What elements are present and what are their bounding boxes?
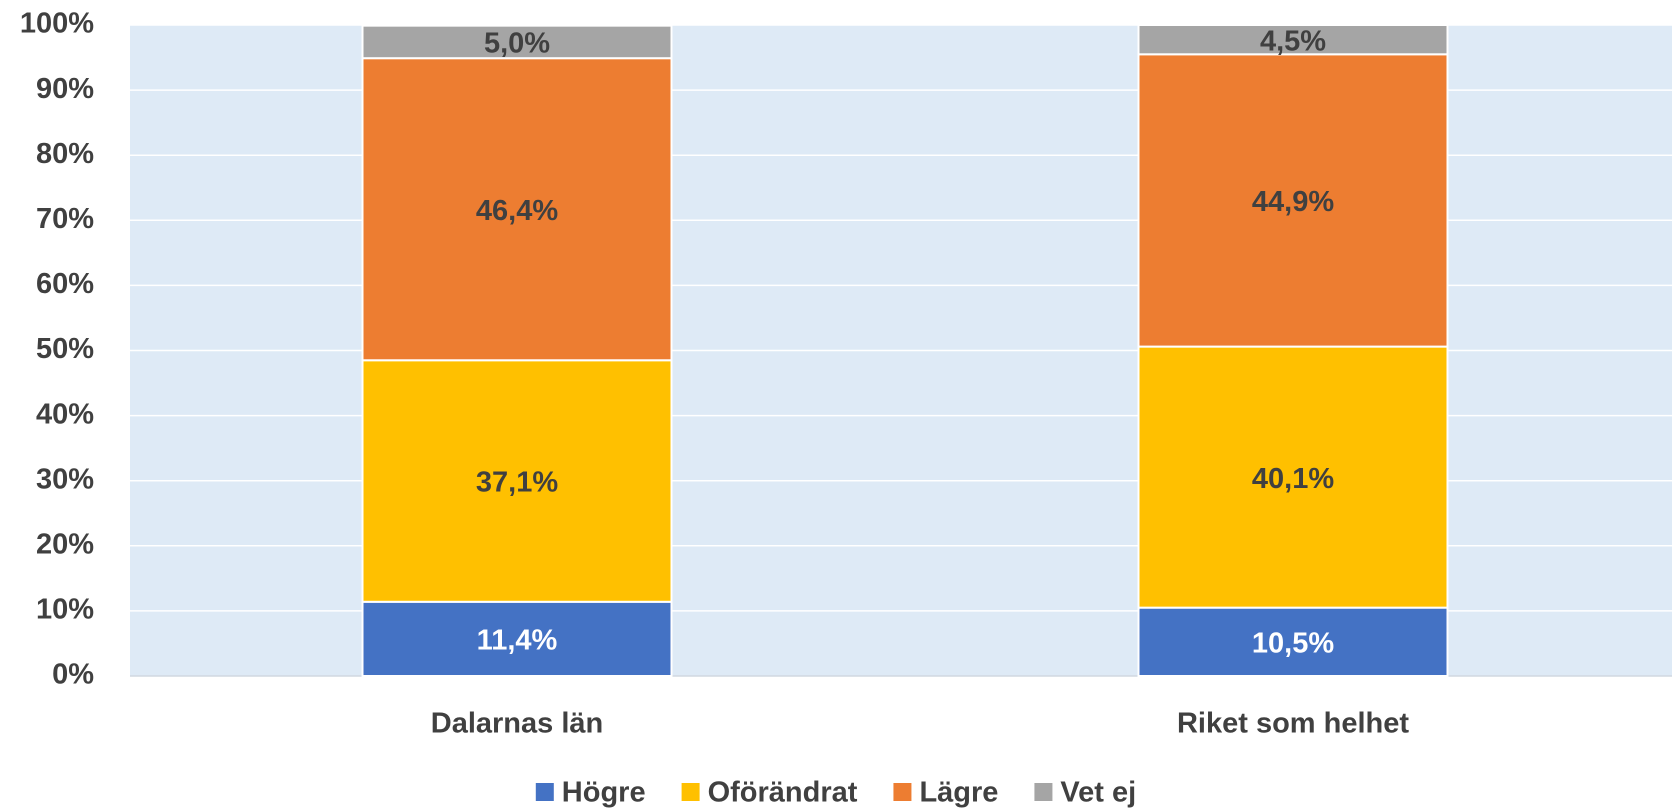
y-tick-label: 80%	[36, 138, 94, 170]
y-tick-label: 60%	[36, 268, 94, 300]
value-label: 37,1%	[476, 467, 558, 499]
y-tick-label: 100%	[20, 8, 94, 40]
value-label: 11,4%	[477, 625, 558, 657]
value-label: 4,5%	[1260, 25, 1326, 57]
bar-segment	[361, 359, 673, 603]
legend-swatch	[893, 783, 912, 801]
x-tick-label: Riket som helhet	[1177, 708, 1409, 740]
y-tick-label: 20%	[36, 528, 94, 560]
y-tick-label: 70%	[36, 203, 94, 235]
value-label: 10,5%	[1252, 627, 1334, 659]
value-label: 5,0%	[484, 28, 550, 60]
value-label: 44,9%	[1252, 186, 1334, 218]
y-tick-label: 10%	[36, 594, 94, 626]
legend-label: Oförändrat	[708, 777, 858, 809]
y-tick-label: 40%	[36, 398, 94, 430]
legend-swatch	[681, 783, 700, 801]
value-label: 46,4%	[476, 195, 558, 227]
y-tick-label: 0%	[52, 659, 94, 691]
value-label: 40,1%	[1252, 463, 1334, 495]
bar-segment	[1137, 606, 1449, 678]
bar-segment	[1137, 345, 1449, 609]
y-tick-label: 30%	[36, 463, 94, 495]
x-tick-label: Dalarnas län	[431, 708, 603, 740]
legend-label: Högre	[562, 777, 646, 809]
bar-segment	[361, 57, 673, 362]
y-tick-label: 50%	[36, 333, 94, 365]
bar-segment	[1137, 53, 1449, 348]
bar-segment	[1137, 24, 1449, 56]
y-tick-label: 90%	[36, 73, 94, 105]
legend-label: Lägre	[919, 777, 998, 809]
legend-swatch	[1034, 783, 1053, 801]
legend-swatch	[535, 783, 554, 801]
bar-segment	[361, 24, 673, 60]
legend-label: Vet ej	[1060, 777, 1136, 809]
bar-segment	[361, 600, 673, 678]
